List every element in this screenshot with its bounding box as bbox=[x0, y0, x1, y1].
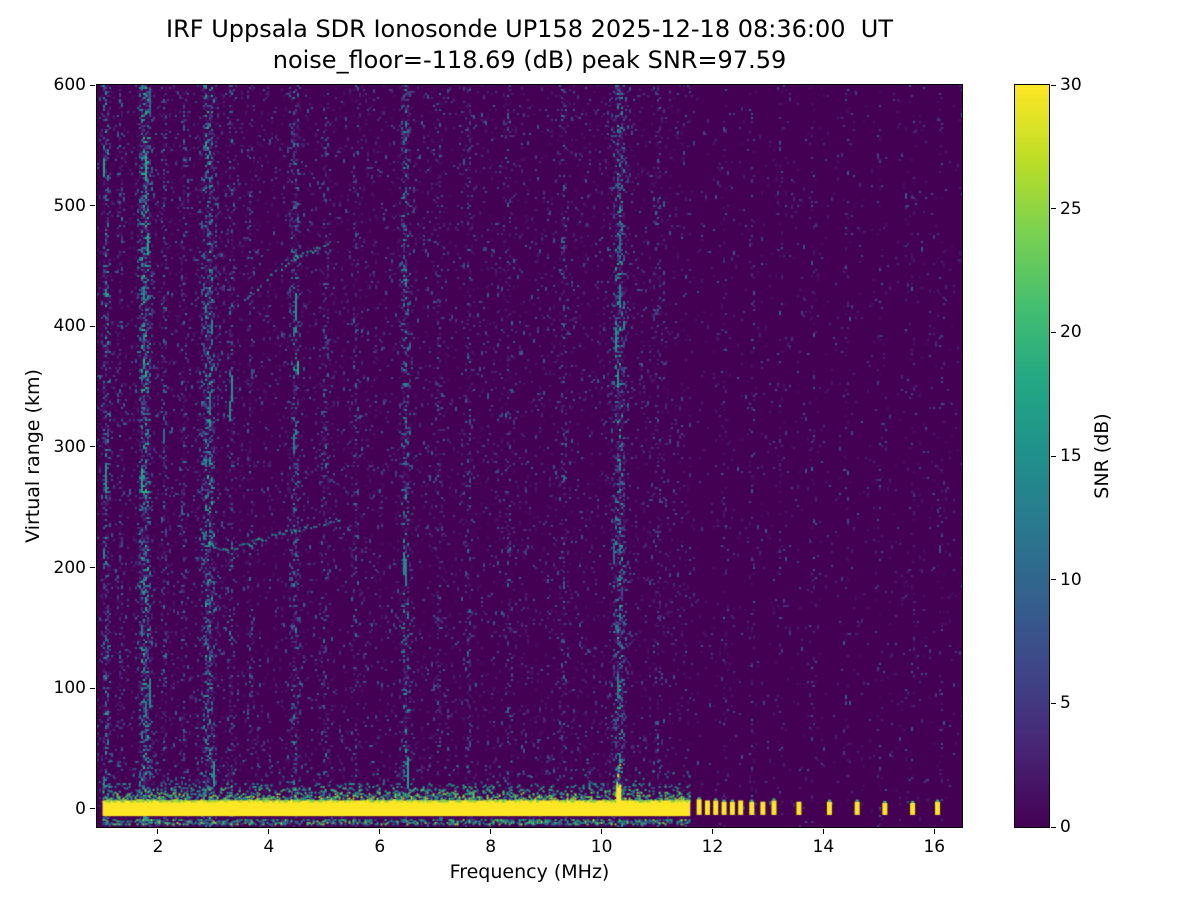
colorbar-tick-mark bbox=[1051, 826, 1056, 828]
y-tick-mark bbox=[90, 205, 95, 207]
x-tick-mark bbox=[711, 829, 713, 834]
y-tick-mark bbox=[90, 567, 95, 569]
x-tick-mark bbox=[490, 829, 492, 834]
plot-area bbox=[96, 84, 963, 828]
x-tick-mark bbox=[157, 829, 159, 834]
x-tick-label: 14 bbox=[812, 837, 835, 857]
x-tick-label: 16 bbox=[923, 837, 946, 857]
x-tick-mark bbox=[601, 829, 603, 834]
x-tick-mark bbox=[379, 829, 381, 834]
x-tick-label: 12 bbox=[701, 837, 724, 857]
x-tick-label: 4 bbox=[263, 837, 275, 857]
y-tick-mark bbox=[90, 446, 95, 448]
colorbar-tick-label: 15 bbox=[1060, 446, 1082, 466]
y-tick-mark bbox=[90, 84, 95, 86]
colorbar-tick-mark bbox=[1051, 208, 1056, 210]
x-tick-label: 6 bbox=[374, 837, 386, 857]
colorbar-tick-label: 5 bbox=[1060, 693, 1071, 714]
colorbar-tick-label: 25 bbox=[1060, 198, 1082, 219]
y-tick-label: 600 bbox=[53, 75, 86, 95]
x-tick-mark bbox=[933, 829, 935, 834]
x-tick-mark bbox=[268, 829, 270, 834]
colorbar-tick-label: 30 bbox=[1060, 75, 1082, 95]
y-tick-mark bbox=[90, 808, 95, 810]
colorbar-gradient bbox=[1015, 85, 1049, 827]
y-axis-label: Virtual range (km) bbox=[22, 369, 44, 543]
x-tick-label: 2 bbox=[152, 837, 164, 857]
colorbar-tick-label: 10 bbox=[1060, 569, 1082, 590]
colorbar-tick-mark bbox=[1051, 331, 1056, 333]
colorbar-tick-mark bbox=[1051, 702, 1056, 704]
colorbar-tick-mark bbox=[1051, 84, 1056, 86]
x-axis-label: Frequency (MHz) bbox=[449, 861, 610, 883]
y-tick-label: 400 bbox=[53, 316, 86, 337]
y-tick-label: 500 bbox=[53, 195, 86, 216]
colorbar-label: SNR (dB) bbox=[1091, 413, 1113, 499]
chart-title-line1: IRF Uppsala SDR Ionosonde UP158 2025-12-… bbox=[166, 15, 893, 43]
colorbar-tick-mark bbox=[1051, 455, 1056, 457]
colorbar-tick-label: 20 bbox=[1060, 322, 1082, 343]
x-tick-mark bbox=[822, 829, 824, 834]
y-tick-mark bbox=[90, 325, 95, 327]
colorbar-tick-mark bbox=[1051, 579, 1056, 581]
y-tick-label: 200 bbox=[53, 557, 86, 578]
colorbar bbox=[1014, 84, 1050, 828]
y-tick-mark bbox=[90, 687, 95, 689]
chart-title-line2: noise_floor=-118.69 (dB) peak SNR=97.59 bbox=[272, 46, 787, 74]
y-tick-label: 0 bbox=[75, 798, 86, 819]
x-tick-label: 8 bbox=[485, 837, 497, 857]
x-tick-label: 10 bbox=[590, 837, 613, 857]
chart-title: IRF Uppsala SDR Ionosonde UP158 2025-12-… bbox=[96, 14, 963, 76]
y-tick-label: 100 bbox=[53, 678, 86, 699]
y-tick-label: 300 bbox=[53, 436, 86, 457]
ionogram-heatmap bbox=[97, 85, 962, 827]
colorbar-tick-label: 0 bbox=[1060, 817, 1071, 837]
